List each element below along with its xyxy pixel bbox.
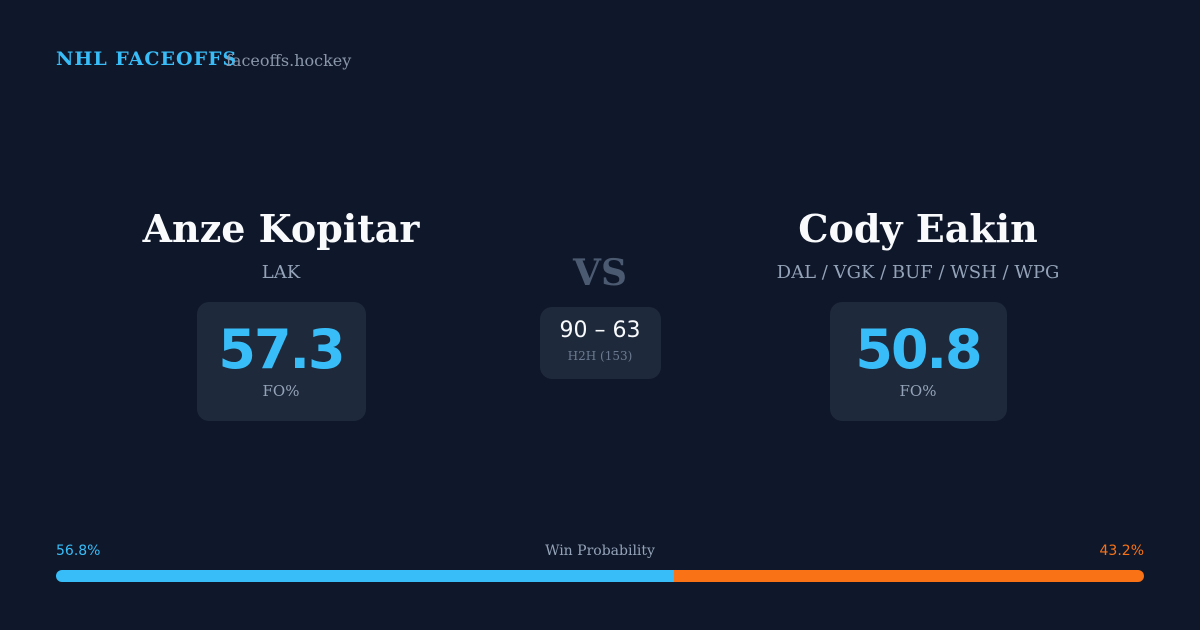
left-probability-segment [56,570,674,582]
site-name: faceoffs.hockey [226,51,352,70]
stat-box [830,302,1007,421]
probability-title: Win Probability [545,543,655,559]
left-probability: 56.8% [56,543,101,559]
probability-bar [56,570,1144,582]
player-name: Anze Kopitar [142,206,420,251]
h2h-box [540,307,661,379]
h2h-label: H2H (153) [567,349,633,363]
right-probability-segment [673,570,1144,582]
fo-label: FO% [899,382,937,400]
fo-value: 57.3 [218,318,345,381]
versus: VS [573,252,627,294]
fo-value: 50.8 [855,318,982,381]
player-name: Cody Eakin [798,206,1038,251]
stat-box [197,302,366,421]
h2h-score: 90 – 63 [559,318,641,343]
player-teams: LAK [261,262,301,283]
fo-label: FO% [262,382,300,400]
player-teams: DAL / VGK / BUF / WSH / WPG [776,262,1060,283]
brand-title: NHL FACEOFFS [56,48,238,70]
right-probability: 43.2% [1099,543,1144,559]
